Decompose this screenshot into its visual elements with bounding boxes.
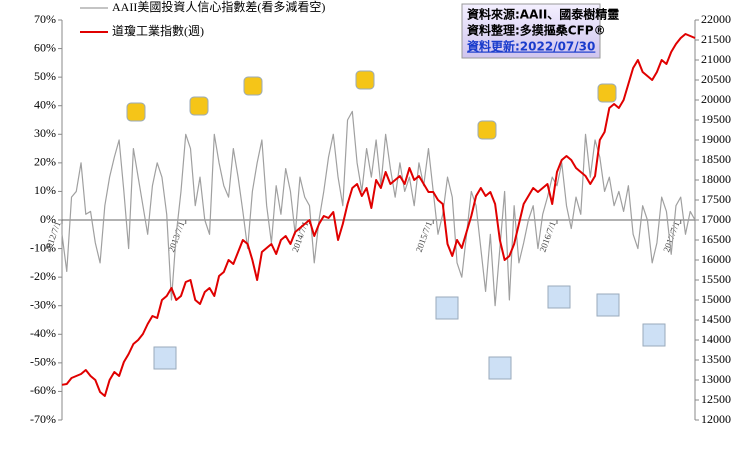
y2-tick-label: 20500 [701,72,731,86]
bear-icon [596,293,620,317]
y2-tick-label: 14000 [701,332,731,346]
y-tick-label: -60% [30,383,56,397]
y2-tick-label: 22000 [701,12,731,26]
plot: -70% -60% -50% -40% -30% -20% -10% 0% 10% 20% 30% 4… [30,0,731,426]
y2-tick-label: 17000 [701,212,731,226]
y-tick-label: -50% [30,355,56,369]
y2-tick-label: 12000 [701,412,731,426]
y2-tick-label: 16000 [701,252,731,266]
info-box-bg [461,3,601,59]
y2-tick-label: 14500 [701,312,731,326]
bull-icon [243,76,263,96]
bull-icon [597,83,617,103]
y-tick-label: -70% [30,412,56,426]
y-tick-label: -40% [30,326,56,340]
source: 資料來源:AAII、國泰樹精靈 [467,7,619,22]
bear-icon [547,285,571,309]
bull-icon [189,96,209,116]
y2-tick-label: 19500 [701,112,731,126]
y-tick-label: 30% [34,126,56,140]
bull-icon [126,102,146,122]
y2-tick-label: 13500 [701,352,731,366]
bull-icon [355,70,375,90]
y2-tick-label: 13000 [701,372,731,386]
bear-icon [642,323,666,347]
y-tick-label: -10% [30,240,56,254]
icons [126,70,666,380]
y2-tick-label: 19000 [701,132,731,146]
x-tick-label: 2016/7/1 [537,220,557,254]
info-box: 資料來源:AAII、國泰樹精靈 資料整理:多摸摳桑CFP® 資料更新:2022/… [461,3,619,59]
legend-label: AAII美國投資人信心指數差(看多減看空) [112,0,325,14]
compiler: 資料整理:多摸摳桑CFP® [467,23,606,38]
y2-tick-label: 12500 [701,392,731,406]
update-date: 資料更新:2022/07/30 [467,39,595,54]
bear-icon [153,346,177,370]
bear-icon [435,296,459,320]
y-tick-label: 0% [40,212,56,226]
y-tick-label: 50% [34,69,56,83]
series-line [61,110,696,307]
y2-tick-label: 21500 [701,32,731,46]
y2-tick-label: 16500 [701,232,731,246]
bull-icon [477,120,497,140]
y2-tick-label: 17500 [701,192,731,206]
y-tick-label: 40% [34,97,56,111]
y-tick-label: -20% [30,269,56,283]
y2-tick-label: 20000 [701,92,731,106]
y2-tick-label: 18500 [701,152,731,166]
y-tick-label: 60% [34,40,56,54]
series-line [61,33,696,397]
bear-icon [488,356,512,380]
y2-tick-label: 18000 [701,172,731,186]
x-tick-label: 2015/7/1 [414,220,434,254]
y2-tick-label: 15000 [701,292,731,306]
y-tick-label: 10% [34,183,56,197]
y-tick-label: 70% [34,12,56,26]
y2-tick-label: 21000 [701,52,731,66]
y-tick-label: 20% [34,155,56,169]
y2-tick-label: 15500 [701,272,731,286]
legend-label: 道瓊工業指數(週) [112,23,204,38]
y-tick-label: -30% [30,297,56,311]
